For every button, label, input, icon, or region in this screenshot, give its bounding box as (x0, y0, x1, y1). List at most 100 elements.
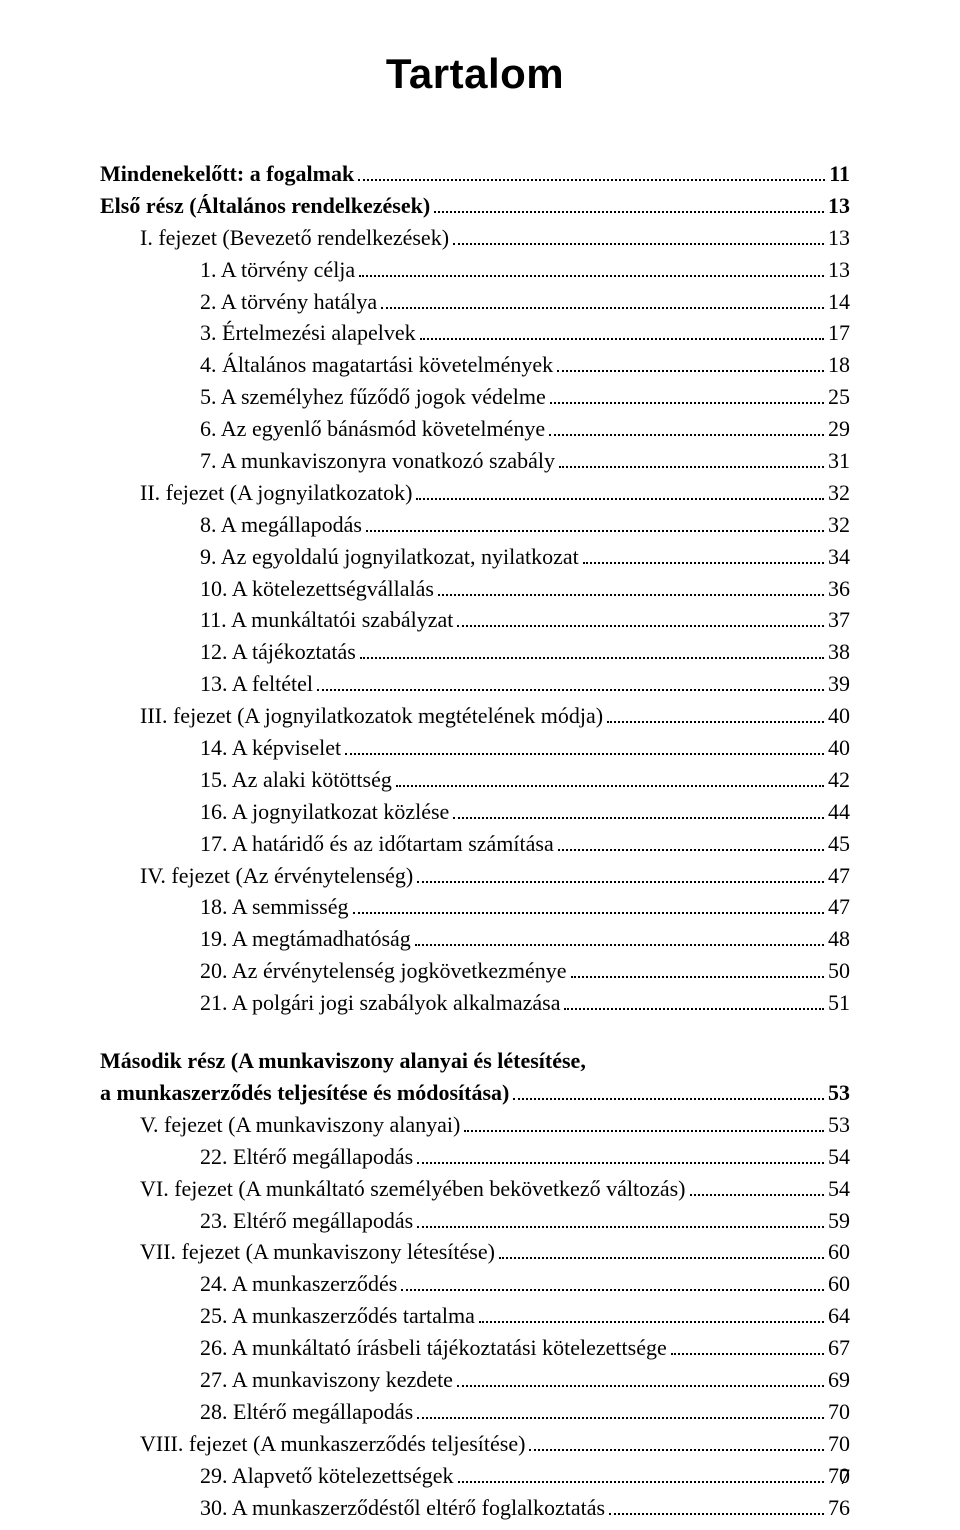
toc-entry: 17. A határidő és az időtartam számítása… (100, 828, 850, 860)
toc-leader-dots (353, 912, 824, 914)
toc-entry-page: 60 (828, 1268, 850, 1300)
toc-entry-page: 36 (828, 573, 850, 605)
toc-entry: I. fejezet (Bevezető rendelkezések) 13 (100, 222, 850, 254)
toc-leader-dots (453, 817, 824, 819)
toc-entry-page: 70 (828, 1428, 850, 1460)
toc-entry: 18. A semmisség47 (100, 891, 850, 923)
toc-entry: VII. fejezet (A munkaviszony létesítése)… (100, 1236, 850, 1268)
toc-leader-dots (366, 530, 824, 532)
toc-leader-dots (513, 1098, 824, 1100)
toc-leader-dots (453, 243, 824, 245)
toc-leader-dots (549, 434, 824, 436)
toc-entry-page: 50 (828, 955, 850, 987)
toc-entry-label: 19. A megtámadhatóság (200, 923, 411, 955)
toc-entry-label: a munkaszerződés teljesítése és módosítá… (100, 1077, 509, 1109)
toc-leader-dots (417, 1226, 824, 1228)
toc-entry-page: 17 (828, 317, 850, 349)
toc-entry: 2. A törvény hatálya 14 (100, 286, 850, 318)
toc-entry-label: 3. Értelmezési alapelvek (200, 317, 416, 349)
toc-entry: 22. Eltérő megállapodás54 (100, 1141, 850, 1173)
toc-entry: 3. Értelmezési alapelvek 17 (100, 317, 850, 349)
toc-entry: 1. A törvény célja13 (100, 254, 850, 286)
toc-entry-page: 44 (828, 796, 850, 828)
toc-leader-dots (360, 657, 824, 659)
toc-leader-dots (415, 944, 824, 946)
toc-entry: VI. fejezet (A munkáltató személyében be… (100, 1173, 850, 1205)
toc-leader-dots (571, 976, 824, 978)
toc-entry-page: 14 (828, 286, 850, 318)
toc-entry-label: 22. Eltérő megállapodás (200, 1141, 413, 1173)
toc-leader-dots (417, 1417, 824, 1419)
toc-entry-label: I. fejezet (Bevezető rendelkezések) (140, 222, 449, 254)
toc-entry-page: 25 (828, 381, 850, 413)
toc-entry-page: 60 (828, 1236, 850, 1268)
toc-entry-label: 11. A munkáltatói szabályzat (200, 604, 453, 636)
toc-entry-page: 31 (828, 445, 850, 477)
toc-leader-dots (420, 338, 824, 340)
toc-leader-dots (457, 1385, 824, 1387)
toc-entry-page: 18 (828, 349, 850, 381)
toc-leader-dots (434, 211, 824, 213)
toc-entry: 25. A munkaszerződés tartalma64 (100, 1300, 850, 1332)
toc-entry-page: 39 (828, 668, 850, 700)
toc-entry-label: VIII. fejezet (A munkaszerződés teljesít… (140, 1428, 525, 1460)
toc-entry-label: 29. Alapvető kötelezettségek (200, 1460, 454, 1492)
toc-entry: 15. Az alaki kötöttség42 (100, 764, 850, 796)
toc-leader-dots (559, 466, 824, 468)
toc-leader-dots (550, 402, 824, 404)
toc-entry: 8. A megállapodás 32 (100, 509, 850, 541)
toc-entry-label: 18. A semmisség (200, 891, 349, 923)
toc-entry: IV. fejezet (Az érvénytelenség)47 (100, 860, 850, 892)
toc-leader-dots (479, 1321, 824, 1323)
toc-leader-dots (558, 849, 824, 851)
toc-entry-label: 25. A munkaszerződés tartalma (200, 1300, 475, 1332)
toc-entry-label: Mindenekelőtt: a fogalmak (100, 158, 354, 190)
toc-entry-label: III. fejezet (A jognyilatkozatok megtéte… (140, 700, 603, 732)
toc-entry: 27. A munkaviszony kezdete69 (100, 1364, 850, 1396)
toc-entry-page: 11 (829, 158, 850, 190)
toc-leader-dots (609, 1513, 824, 1515)
toc-entry-label: VI. fejezet (A munkáltató személyében be… (140, 1173, 686, 1205)
toc-entry: II. fejezet (A jognyilatkozatok)32 (100, 477, 850, 509)
toc-gap (100, 1019, 850, 1045)
toc-entry-label: 10. A kötelezettségvállalás (200, 573, 434, 605)
toc-leader-dots (417, 881, 824, 883)
toc-entry: 23. Eltérő megállapodás59 (100, 1205, 850, 1237)
toc-entry-label: 2. A törvény hatálya (200, 286, 377, 318)
toc-leader-dots (564, 1008, 824, 1010)
table-of-contents: Mindenekelőtt: a fogalmak 11Első rész (Ál… (100, 158, 850, 1523)
toc-entry: Első rész (Általános rendelkezések)13 (100, 190, 850, 222)
toc-entry: a munkaszerződés teljesítése és módosítá… (100, 1077, 850, 1109)
toc-entry: 29. Alapvető kötelezettségek70 (100, 1460, 850, 1492)
toc-entry: 13. A feltétel 39 (100, 668, 850, 700)
toc-leader-dots (396, 785, 824, 787)
toc-entry-page: 34 (828, 541, 850, 573)
toc-entry-page: 32 (828, 509, 850, 541)
toc-entry: 6. Az egyenlő bánásmód követelménye29 (100, 413, 850, 445)
toc-entry-page: 76 (828, 1492, 850, 1524)
toc-entry-label: 15. Az alaki kötöttség (200, 764, 392, 796)
toc-entry-label: 24. A munkaszerződés (200, 1268, 397, 1300)
toc-leader-dots (464, 1130, 824, 1132)
toc-entry-label: 1. A törvény célja (200, 254, 355, 286)
toc-entry-page: 32 (828, 477, 850, 509)
toc-entry-page: 48 (828, 923, 850, 955)
toc-entry: 9. Az egyoldalú jognyilatkozat, nyilatko… (100, 541, 850, 573)
toc-entry-label: 30. A munkaszerződéstől eltérő foglalkoz… (200, 1492, 605, 1524)
toc-entry-page: 13 (828, 222, 850, 254)
toc-entry-label: 21. A polgári jogi szabályok alkalmazása (200, 987, 560, 1019)
toc-leader-dots (457, 625, 824, 627)
page-title: Tartalom (100, 50, 850, 98)
toc-entry-page: 13 (828, 190, 850, 222)
toc-leader-dots (671, 1353, 824, 1355)
toc-entry-label: 8. A megállapodás (200, 509, 362, 541)
toc-entry-label: 12. A tájékoztatás (200, 636, 356, 668)
toc-entry-page: 37 (828, 604, 850, 636)
toc-entry-page: 47 (828, 860, 850, 892)
toc-leader-dots (359, 275, 824, 277)
toc-entry: Mindenekelőtt: a fogalmak 11 (100, 158, 850, 190)
toc-entry-label: 13. A feltétel (200, 668, 313, 700)
toc-entry-page: 40 (828, 700, 850, 732)
toc-leader-dots (438, 594, 824, 596)
page-number: 7 (839, 1464, 850, 1490)
